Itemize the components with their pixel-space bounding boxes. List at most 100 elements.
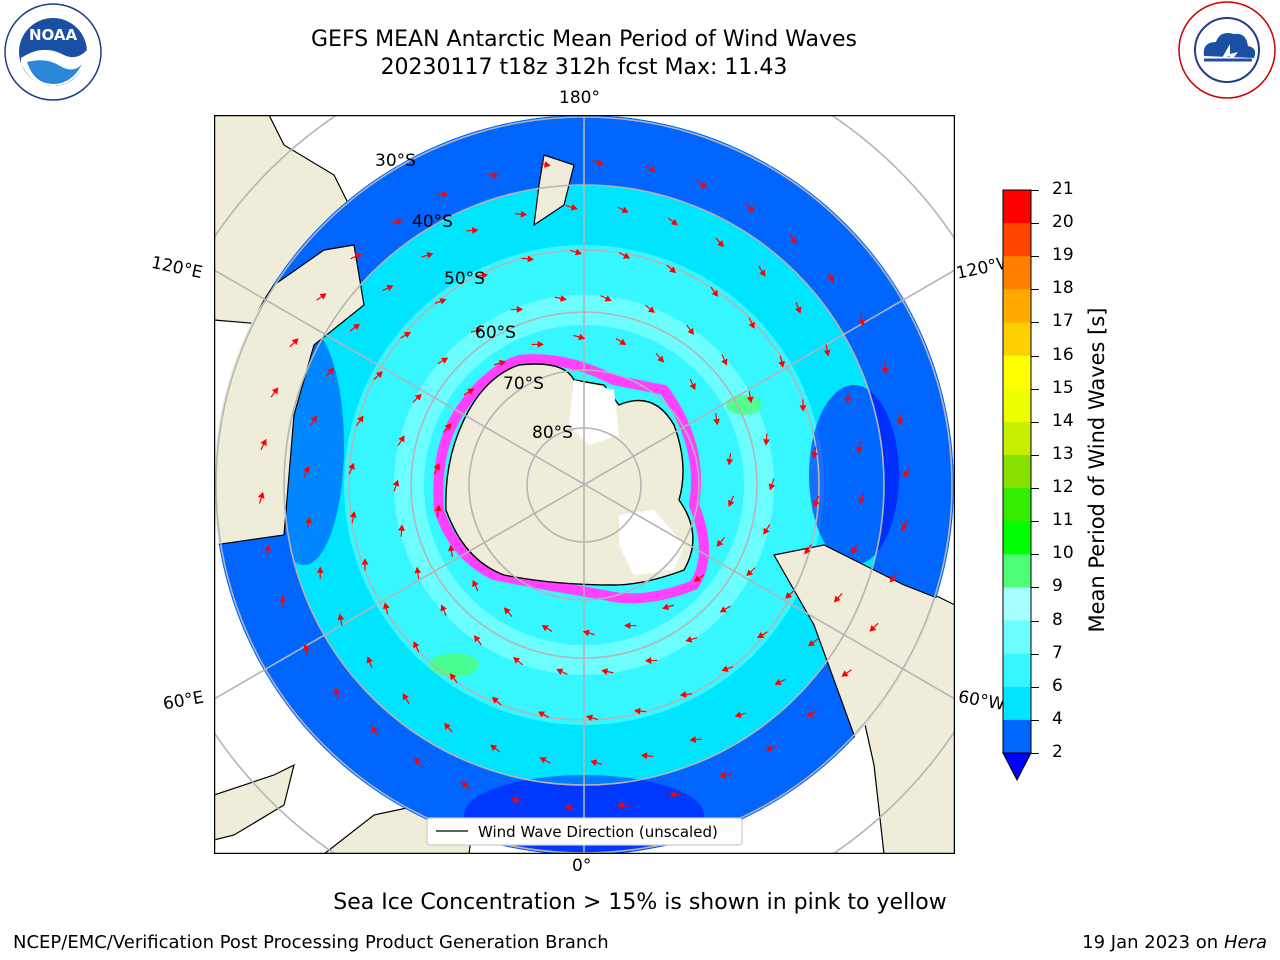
wave-arrow-head [586,714,593,722]
wave-arrow-head [728,499,735,507]
lat-label-70s: 70°S [503,374,544,394]
wave-arrow-head [785,592,793,599]
wave-arrow-head [543,161,551,168]
wave-arrow-head [414,393,422,401]
wave-arrow-head [403,331,411,339]
noaa-logo-icon: NOAA [4,3,102,101]
wave-arrow-head [858,497,865,505]
wave-arrow-head [472,579,479,587]
wave-arrow-head [647,306,655,313]
wave-arrow-head [719,606,727,613]
colorbar-tick-mark [1031,388,1039,390]
wave-arrow-head [601,668,608,675]
wave-arrow-head [327,367,335,375]
colorbar-tick-label: 10 [1052,543,1074,564]
wave-arrow-head [490,744,498,752]
wave-arrow-head [448,544,455,552]
chart-title: GEFS MEAN Antarctic Mean Period of Wind … [311,27,857,52]
colorbar-tick-mark [1031,289,1039,291]
wave-arrow-head [746,569,754,577]
colorbar-segment [1003,686,1031,721]
wave-arrow-head [582,629,590,637]
colorbar-tick-mark [1031,653,1039,655]
polar-map: Wind Wave Direction (unscaled) [214,115,955,854]
colorbar-segment [1003,322,1031,357]
colorbar-segment [1003,620,1031,655]
lat-label-50s: 50°S [444,269,485,289]
wave-arrow-head [361,558,369,565]
wave-arrow-head [670,218,678,226]
colorbar-tick-label: 2 [1052,742,1063,762]
wave-arrow-head [827,275,835,283]
wave-arrow-head [398,435,405,443]
colorbar-tick-label: 16 [1052,344,1074,365]
wave-arrow-head [264,544,272,552]
wave-arrow-head [856,446,863,454]
colorbar [1002,189,1032,782]
wave-arrow-head [564,804,572,811]
wave-arrow-head [503,607,511,615]
wave-arrow-head [449,673,457,681]
colorbar-tick-label: 8 [1052,609,1063,630]
wave-arrow-head [516,306,523,313]
wave-arrow-head [811,452,819,459]
wave-arrow-head [303,465,310,473]
wave-arrow-head [302,643,310,651]
wave-arrow-head [685,636,693,643]
wave-arrow-head [619,338,627,346]
new-zealand-land [533,154,575,227]
wave-arrow-head [640,752,648,760]
colorbar-tick-mark [1031,190,1039,191]
wave-arrow-head [763,527,770,535]
wave-arrow-head [778,360,785,368]
colorbar-tick-mark [1031,521,1039,523]
wave-arrow-head [442,191,449,198]
wave-arrow-head [473,635,481,643]
wave-arrow-head [556,668,564,675]
wave-arrow-head [575,248,582,256]
wave-arrow-head [757,631,765,639]
wave-arrow-head [537,711,546,718]
wave-arrow-head [721,358,728,366]
footer-host: Hera [1223,932,1267,953]
wave-arrow-head [440,604,447,612]
colorbar-tick-mark [1031,554,1039,556]
wave-arrow-head [721,665,729,672]
wave-arrow-head [537,340,544,348]
wave-arrow-head [657,355,665,363]
wave-arrow-head [481,272,489,279]
wave-arrow-head [790,237,797,245]
colorbar-tick-label: 19 [1052,245,1074,266]
colorbar-tick-label: 17 [1052,311,1074,332]
wave-arrow-head [734,711,742,718]
wave-arrow-head [527,255,534,263]
wave-arrow-head [349,511,357,518]
wave-arrow-head [823,349,831,357]
colorbar-tick-mark [1031,355,1039,357]
wave-arrow-head [357,415,364,423]
wave-arrow-head [414,566,422,574]
wave-arrow-head [748,321,755,329]
wave-arrow-head [258,491,265,499]
wave-arrow-head [687,327,695,335]
wave-arrow-head [305,516,312,524]
wave-arrow-head [763,439,770,446]
colorbar-label: Mean Period of Wind Waves [s] [1085,307,1109,633]
wave-arrow-head [541,624,549,632]
wave-arrow-head [433,463,440,471]
wave-arrow-head [649,166,657,173]
colorbar-segment [1003,421,1031,456]
colorbar-tick-mark [1031,719,1039,721]
wave-arrow-head [841,670,849,677]
wave-arrow-head [570,204,578,211]
wave-arrow-head [333,687,341,695]
colorbar-segment [1003,587,1031,622]
colorbar-tick-mark [1031,454,1039,456]
wave-arrow-head [492,171,499,179]
wave-arrow-head [713,418,720,426]
wave-arrow-head [759,269,766,277]
wave-arrow-head [806,710,814,717]
lon-label-0: 0° [572,856,592,876]
colorbar-extend-triangle [1002,752,1032,782]
wave-arrow-head [813,500,820,508]
